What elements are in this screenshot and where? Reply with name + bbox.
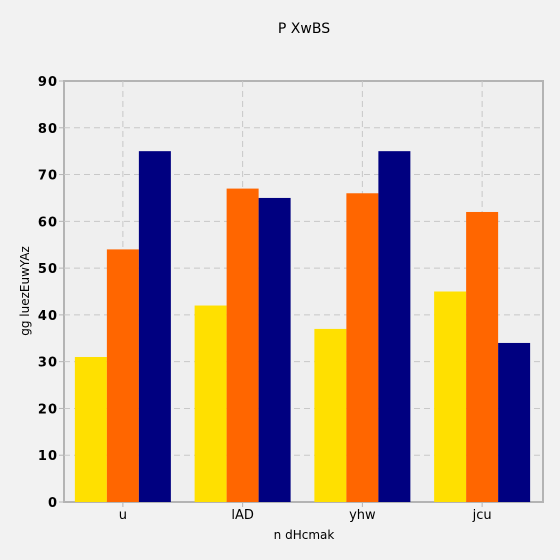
bar-3-yhw: [378, 151, 411, 502]
chart-title: P XwBS: [278, 21, 330, 37]
x-tick-label: jcu: [472, 508, 492, 523]
x-tick-label: u: [119, 508, 127, 523]
y-tick-label: 0: [48, 496, 58, 511]
x-axis-label: n dHcmak: [274, 528, 335, 542]
x-tick-label: yhw: [349, 508, 376, 523]
bar-1-lAD: [194, 305, 227, 502]
y-tick-label: 10: [38, 449, 58, 464]
bar-2-lAD: [226, 188, 259, 503]
y-axis-ticks: 0 10 20 30 40 50 60 70 80 90: [38, 75, 64, 511]
bar-3-u: [138, 151, 171, 502]
y-tick-label: 80: [38, 122, 58, 137]
bar-2-u: [106, 249, 139, 502]
y-tick-label: 50: [38, 262, 58, 277]
y-tick-label: 90: [38, 75, 58, 90]
bar-2-yhw: [346, 193, 379, 502]
x-axis-ticks: u lAD yhw jcu: [119, 502, 492, 523]
y-tick-label: 60: [38, 215, 58, 230]
bar-3-lAD: [258, 197, 291, 502]
y-tick-label: 40: [38, 309, 58, 324]
x-tick-label: lAD: [231, 508, 254, 523]
bar-3-jcu: [498, 342, 531, 502]
y-tick-label: 20: [38, 402, 58, 417]
bars: [74, 151, 531, 503]
bar-1-jcu: [434, 291, 467, 502]
bar-1-u: [74, 356, 107, 502]
y-tick-label: 70: [38, 169, 58, 184]
bar-2-jcu: [466, 211, 499, 502]
bar-1-yhw: [314, 328, 347, 502]
y-axis-label: gg luezEuwYAz: [18, 246, 32, 336]
y-tick-label: 30: [38, 356, 58, 371]
